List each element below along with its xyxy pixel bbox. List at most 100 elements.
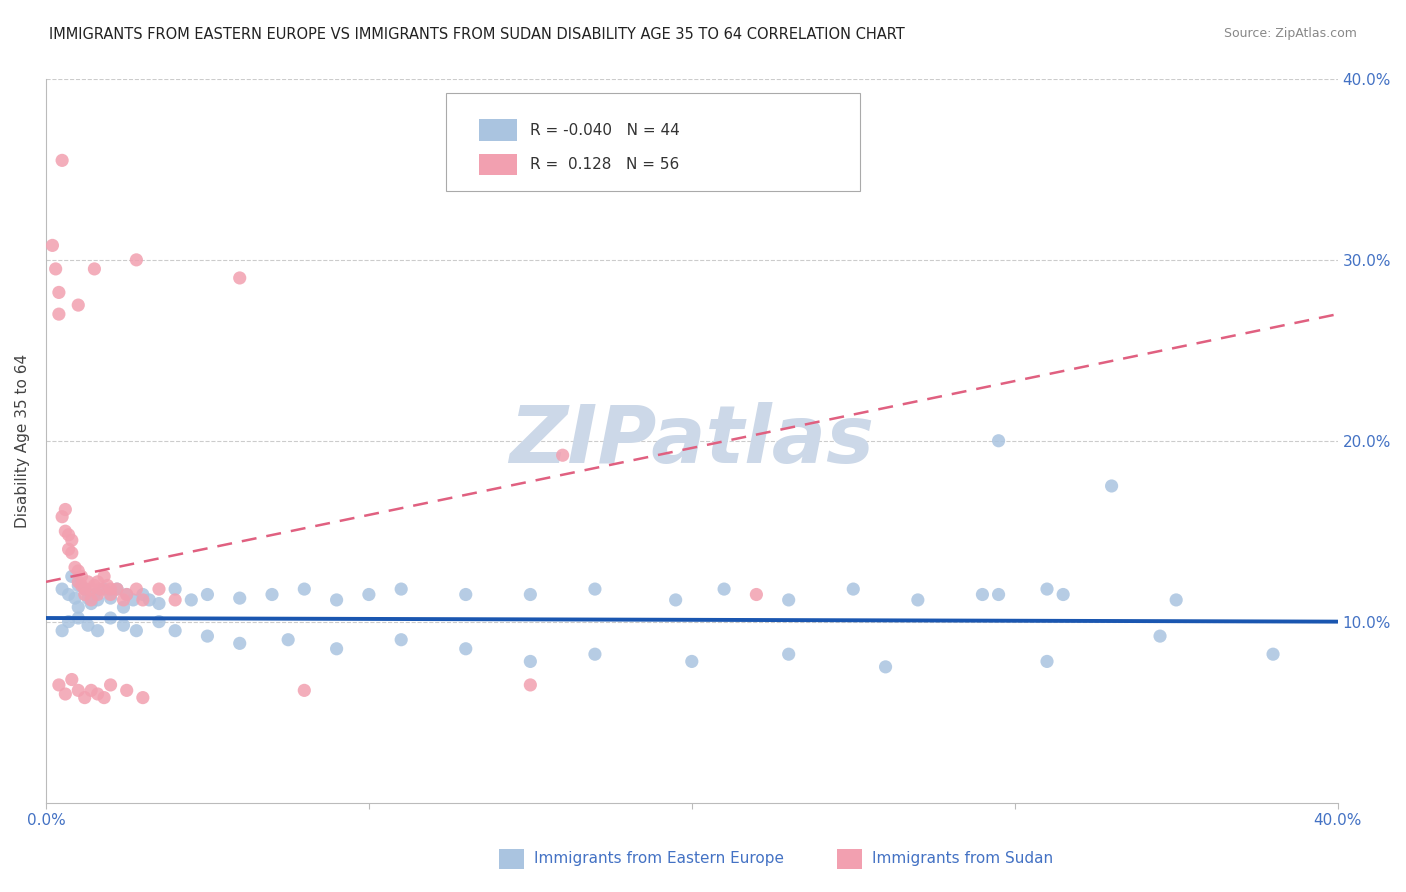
Point [100,611,122,625]
Point [1101,479,1123,493]
Point [987,434,1010,448]
Point [86,574,108,589]
Point [132,690,155,705]
Point [987,587,1010,601]
Point [58,542,80,557]
Point [51,582,73,596]
Bar [499,849,524,869]
Point [51,509,73,524]
Point [681,655,703,669]
Text: R =  0.128   N = 56: R = 0.128 N = 56 [530,157,679,172]
Point [67,564,90,578]
Point [180,593,202,607]
Point [48,307,70,321]
Point [77,618,100,632]
Point [58,615,80,629]
Text: Source: ZipAtlas.com: Source: ZipAtlas.com [1223,27,1357,40]
Point [115,683,138,698]
Point [197,587,219,601]
Point [228,271,250,285]
Point [70,569,93,583]
Point [93,569,115,583]
Point [972,587,994,601]
Point [1261,647,1284,661]
Point [48,285,70,300]
Point [41,238,63,252]
Point [583,582,606,596]
Text: ZIPatlas: ZIPatlas [509,401,875,480]
Point [519,655,541,669]
Point [58,587,80,601]
Point [1036,655,1059,669]
Bar [837,849,862,869]
Point [90,582,112,596]
Point [73,587,96,601]
Point [105,582,128,596]
Point [112,618,135,632]
Point [292,582,315,596]
Point [51,624,73,638]
Point [51,153,73,168]
Text: IMMIGRANTS FROM EASTERN EUROPE VS IMMIGRANTS FROM SUDAN DISABILITY AGE 35 TO 64 : IMMIGRANTS FROM EASTERN EUROPE VS IMMIGR… [49,27,905,42]
Point [115,587,138,601]
Point [228,636,250,650]
Point [86,624,108,638]
Point [67,578,90,592]
Point [67,611,90,625]
Point [125,582,148,596]
Point [745,587,768,601]
Point [80,582,103,596]
Point [907,593,929,607]
Point [115,587,138,601]
Text: Immigrants from Sudan: Immigrants from Sudan [872,851,1053,865]
Point [1036,582,1059,596]
Point [260,587,283,601]
Point [93,582,115,596]
Point [77,591,100,606]
Point [67,574,90,589]
Point [67,600,90,615]
Point [48,678,70,692]
Point [842,582,865,596]
Point [713,582,735,596]
Point [67,683,90,698]
Point [292,683,315,698]
Point [67,298,90,312]
Point [60,533,83,548]
Point [122,593,145,607]
Point [58,528,80,542]
Point [778,647,800,661]
Point [80,683,103,698]
Point [325,641,347,656]
Point [325,593,347,607]
Point [83,587,105,601]
Point [454,641,477,656]
Point [132,587,155,601]
Point [73,690,96,705]
Point [197,629,219,643]
Point [70,578,93,592]
Point [53,524,76,539]
Point [80,597,103,611]
Point [100,587,122,601]
Point [73,582,96,596]
Point [93,690,115,705]
Point [53,687,76,701]
Point [1149,629,1171,643]
Point [125,252,148,267]
Point [77,574,100,589]
Point [875,660,897,674]
Point [60,546,83,560]
Point [63,591,86,606]
Point [1166,593,1188,607]
Point [83,261,105,276]
Point [138,593,160,607]
Point [60,673,83,687]
Point [100,591,122,606]
Point [519,587,541,601]
Point [60,569,83,583]
Point [583,647,606,661]
Point [80,593,103,607]
Point [228,591,250,606]
Text: Immigrants from Eastern Europe: Immigrants from Eastern Europe [534,851,785,865]
